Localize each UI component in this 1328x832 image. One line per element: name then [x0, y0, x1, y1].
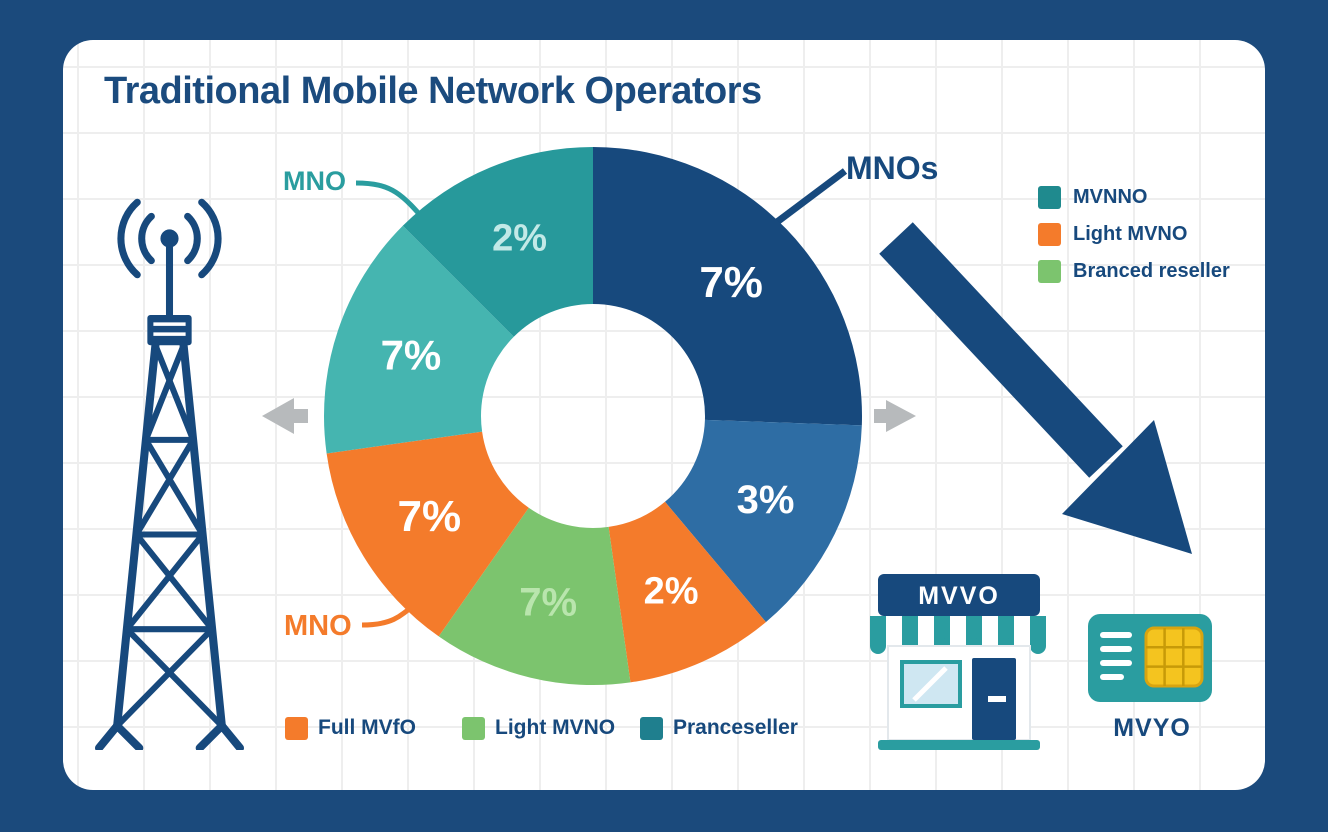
callout-mnos: MNOs — [846, 150, 939, 186]
legend-label: MVNNO — [1073, 186, 1148, 208]
donut-segment-teal-light — [324, 225, 514, 454]
legend-item: Full MVfO — [285, 716, 416, 740]
legend-label: Light MVNO — [495, 716, 616, 739]
store-window — [900, 660, 962, 708]
legend-label: Full MVfO — [318, 716, 416, 739]
legend-swatch — [285, 716, 308, 740]
cell-tower-icon — [94, 198, 245, 750]
sim-card-icon — [1088, 614, 1212, 702]
legend-item: Branced reseller — [1038, 260, 1230, 283]
donut-segment-mnos-navy — [593, 147, 863, 426]
donut-segment-label: 7% — [381, 332, 442, 379]
donut-segment-label: 7% — [699, 258, 763, 307]
legend-swatch — [640, 716, 663, 740]
gray-arrow-left-icon — [262, 398, 308, 434]
donut-segment-orange-small — [608, 501, 766, 683]
sim-label: MVYO — [1113, 714, 1191, 742]
donut-segment-green — [438, 507, 631, 685]
callout-mno-orange: MNO — [284, 610, 352, 642]
donut-segment-label: 3% — [737, 478, 795, 522]
donut-segment-label: 2% — [644, 570, 699, 612]
legend-swatch — [1038, 186, 1061, 209]
donut-segment-orange-large — [326, 431, 529, 637]
legend-label: Branced reseller — [1073, 260, 1230, 282]
storefront-icon: MVVO — [870, 574, 1046, 750]
legend-swatch — [1038, 223, 1061, 246]
legend-right: MVNNO Light MVNO Branced reseller — [1038, 186, 1230, 283]
donut-chart: 7% 3% 2% 7% 7% 7% 2% — [324, 147, 863, 685]
donut-segment-label: 7% — [397, 492, 461, 541]
legend-swatch — [1038, 260, 1061, 283]
legend-swatch — [462, 716, 485, 740]
legend-item: MVNNO — [1038, 186, 1230, 209]
donut-segment-blue — [664, 419, 862, 623]
legend-label: Light MVNO — [1073, 223, 1188, 245]
donut-segment-teal — [402, 147, 593, 337]
store-sign-text: MVVO — [918, 582, 1000, 610]
donut-segment-label: 7% — [519, 581, 577, 625]
sim-chip — [1144, 626, 1204, 688]
legend-item: Light MVNO — [1038, 223, 1230, 246]
legend-label: Pranceseller — [673, 716, 798, 739]
legend-item: Light MVNO — [462, 716, 615, 740]
page-title: Traditional Mobile Network Operators — [104, 70, 762, 112]
legend-item: Pranceseller — [640, 716, 798, 740]
big-down-arrow-icon — [879, 222, 1192, 554]
gray-arrow-right-icon — [874, 400, 916, 432]
callout-mno-teal: MNO — [283, 166, 346, 196]
donut-segment-label: 2% — [492, 218, 547, 260]
